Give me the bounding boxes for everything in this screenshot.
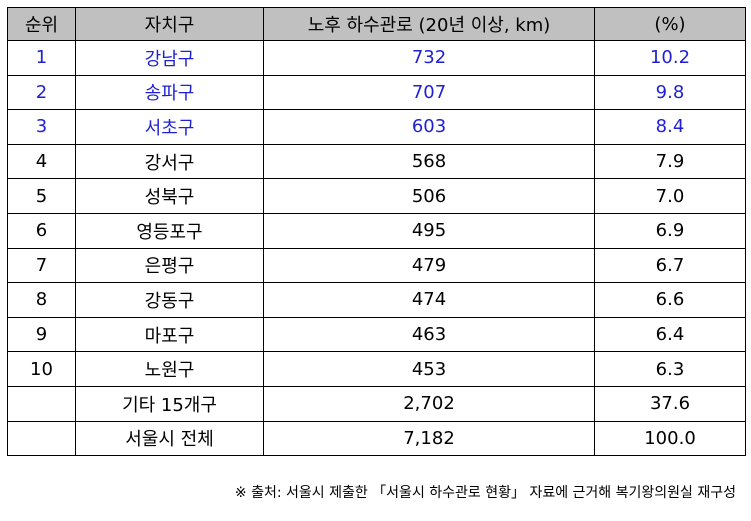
source-note: ※ 출처: 서울시 제출한 「서울시 하수관로 현황」 자료에 근거해 복기왕의…: [234, 485, 736, 501]
rank-cell: 5: [7, 178, 76, 214]
length-cell: 732: [263, 40, 595, 76]
percent-cell: 9.8: [594, 74, 746, 111]
table-row: 4 강서구 568 7.9: [7, 143, 746, 180]
rank-cell: 8: [7, 282, 76, 318]
percent-cell: 10.2: [594, 40, 746, 76]
length-cell: 474: [263, 282, 595, 318]
table-row: 9 마포구 463 6.4: [7, 316, 746, 353]
table-header-row: 순위 자치구 노후 하수관로 (20년 이상, km) (%): [7, 7, 746, 41]
length-cell: 707: [263, 74, 595, 111]
percent-cell: 100.0: [594, 420, 746, 457]
length-cell: 2,702: [263, 385, 595, 422]
length-cell: 463: [263, 316, 595, 353]
district-cell: 송파구: [75, 74, 264, 111]
district-cell: 강남구: [75, 40, 264, 76]
header-district: 자치구: [75, 7, 264, 41]
header-percent: (%): [594, 7, 746, 41]
rank-cell: 4: [7, 143, 76, 180]
table-row: 5 성북구 506 7.0: [7, 178, 746, 214]
table-row: 기타 15개구 2,702 37.6: [7, 385, 746, 422]
percent-cell: 37.6: [594, 385, 746, 422]
rank-cell: [7, 420, 76, 457]
rank-cell: 10: [7, 351, 76, 387]
district-cell: 은평구: [75, 247, 264, 284]
table-row: 10 노원구 453 6.3: [7, 351, 746, 387]
length-cell: 568: [263, 143, 595, 180]
percent-cell: 6.4: [594, 316, 746, 353]
percent-cell: 6.7: [594, 247, 746, 284]
table-row: 6 영등포구 495 6.9: [7, 212, 746, 249]
table-row: 8 강동구 474 6.6: [7, 282, 746, 318]
district-cell: 노원구: [75, 351, 264, 387]
rank-cell: 3: [7, 109, 76, 145]
table-row: 서울시 전체 7,182 100.0: [7, 420, 746, 457]
length-cell: 603: [263, 109, 595, 145]
rank-cell: 2: [7, 74, 76, 111]
table-row: 2 송파구 707 9.8: [7, 74, 746, 111]
sewer-pipe-table-container: 순위 자치구 노후 하수관로 (20년 이상, km) (%) 1 강남구 73…: [7, 7, 746, 457]
rank-cell: 6: [7, 212, 76, 249]
length-cell: 479: [263, 247, 595, 284]
district-cell: 성북구: [75, 178, 264, 214]
rank-cell: [7, 385, 76, 422]
district-cell: 강동구: [75, 282, 264, 318]
percent-cell: 6.3: [594, 351, 746, 387]
table-row: 7 은평구 479 6.7: [7, 247, 746, 284]
length-cell: 495: [263, 212, 595, 249]
district-cell: 강서구: [75, 143, 264, 180]
percent-cell: 6.9: [594, 212, 746, 249]
length-cell: 7,182: [263, 420, 595, 457]
percent-cell: 7.9: [594, 143, 746, 180]
percent-cell: 7.0: [594, 178, 746, 214]
percent-cell: 6.6: [594, 282, 746, 318]
rank-cell: 7: [7, 247, 76, 284]
district-cell: 기타 15개구: [75, 385, 264, 422]
table-row: 1 강남구 732 10.2: [7, 40, 746, 76]
length-cell: 453: [263, 351, 595, 387]
header-rank: 순위: [7, 7, 76, 41]
district-cell: 서초구: [75, 109, 264, 145]
rank-cell: 9: [7, 316, 76, 353]
length-cell: 506: [263, 178, 595, 214]
district-cell: 서울시 전체: [75, 420, 264, 457]
header-length: 노후 하수관로 (20년 이상, km): [263, 7, 595, 41]
district-cell: 영등포구: [75, 212, 264, 249]
sewer-pipe-table: 순위 자치구 노후 하수관로 (20년 이상, km) (%) 1 강남구 73…: [7, 7, 746, 457]
rank-cell: 1: [7, 40, 76, 76]
district-cell: 마포구: [75, 316, 264, 353]
table-row: 3 서초구 603 8.4: [7, 109, 746, 145]
percent-cell: 8.4: [594, 109, 746, 145]
